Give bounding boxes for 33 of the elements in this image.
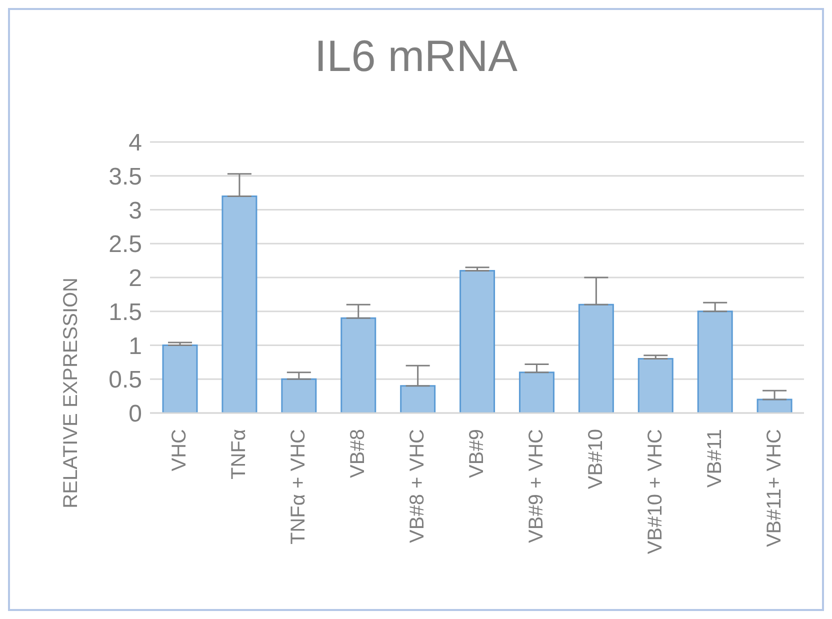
y-tick-label: 1.5 [108,298,142,326]
x-tick-label: VB#10 + VHC [644,429,666,554]
y-axis-title: RELATIVE EXPRESSION [60,278,82,508]
y-tick-label: 2 [128,265,142,292]
y-tick-label: 4 [128,130,142,157]
y-tick-label: 1 [128,332,142,360]
bar [756,398,792,413]
y-tick-label: 3 [128,197,142,224]
bar [697,310,733,413]
chart-title: IL6 mRNA [314,32,518,82]
bar [638,358,674,413]
x-tick-label: VB#9 + VHC [525,429,548,543]
bar [578,304,614,413]
x-tick-label: TNFα [228,429,250,480]
y-tick-label: 0.5 [108,366,142,394]
x-tick-label: VHC [168,429,191,472]
bar [162,344,198,413]
bar [222,195,258,413]
y-tick-label: 2.5 [108,231,142,258]
x-tick-label: VB#11 [704,429,726,488]
y-tick-label: 3.5 [108,163,142,190]
x-tick-label: VB#9 [466,429,488,478]
x-tick-label: VB#11+ VHC [763,429,786,548]
y-tick-label: 0 [128,400,142,428]
x-tick-label: VB#10 [584,429,607,490]
x-tick-label: VB#8 [347,429,370,478]
bar [281,378,317,413]
bar [400,385,436,413]
x-tick-label: VB#8 + VHC [406,429,429,543]
bar [518,372,554,413]
bar [460,270,496,413]
x-tick-label: TNFα + VHC [288,429,310,544]
bar [340,317,376,413]
